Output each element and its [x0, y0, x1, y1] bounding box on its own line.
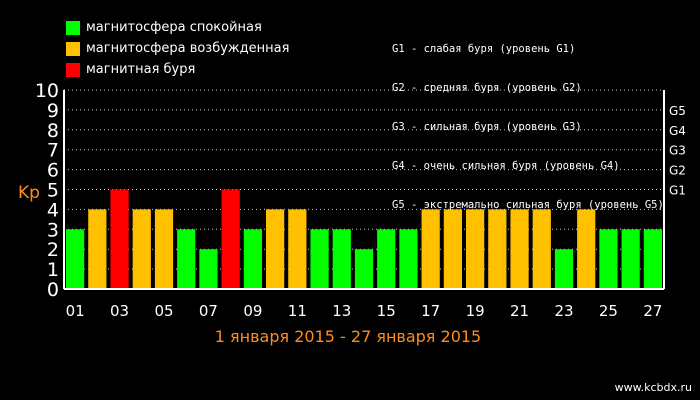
y-tick-label: 9	[47, 100, 59, 122]
bar	[354, 249, 374, 289]
bar	[577, 209, 596, 289]
x-tick-label: 03	[110, 302, 129, 320]
right-tick-label: G4	[669, 124, 686, 138]
x-tick-label: 23	[554, 302, 573, 320]
legend-label-active: магнитосфера возбужденная	[86, 41, 290, 56]
y-tick-label: 10	[35, 80, 59, 102]
bar	[532, 209, 551, 289]
right-tick-label: G2	[669, 164, 686, 178]
bar	[377, 229, 396, 289]
bar	[643, 229, 662, 289]
y-tick-label: 1	[47, 259, 59, 281]
storm-level-g5: G5 - экстремально сильная буря (уровень …	[392, 199, 664, 211]
legend-swatch-active	[66, 41, 80, 56]
bar	[154, 209, 174, 289]
y-tick-label: 6	[47, 160, 59, 182]
bar	[510, 209, 529, 289]
bar	[554, 249, 574, 289]
x-tick-label: 13	[332, 302, 351, 320]
x-tick-label: 05	[154, 302, 173, 320]
bar	[310, 229, 329, 289]
legend-item-storm: магнитная буря	[66, 59, 289, 80]
right-tick-label: G5	[669, 104, 686, 118]
y-tick-label: 5	[47, 180, 59, 202]
bar	[88, 209, 107, 289]
x-tick-label: 19	[466, 302, 485, 320]
x-tick-label: 25	[599, 302, 618, 320]
storm-level-g3: G3 - сильная буря (уровень G3)	[392, 121, 582, 133]
bar	[421, 209, 440, 289]
x-axis-label: 1 января 2015 - 27 января 2015	[215, 327, 481, 346]
bar	[488, 209, 507, 289]
legend-swatch-calm	[66, 20, 80, 35]
bar	[243, 229, 262, 289]
x-tick-label: 01	[66, 302, 85, 320]
storm-level-g4: G4 - очень сильная буря (уровень G4)	[392, 160, 620, 172]
y-tick-label: 4	[47, 199, 59, 221]
bar	[221, 189, 240, 289]
x-tick-label: 15	[377, 302, 396, 320]
bar	[132, 209, 151, 289]
x-tick-label: 07	[199, 302, 218, 320]
bar	[266, 209, 285, 289]
y-tick-label: 8	[47, 120, 59, 142]
y-axis-label: Kp	[18, 183, 40, 203]
legend-item-active: магнитосфера возбужденная	[66, 38, 289, 59]
right-tick-label: G3	[669, 144, 686, 158]
bar	[466, 209, 485, 289]
storm-level-g2: G2 - средняя буря (уровень G2)	[392, 82, 582, 94]
site-url[interactable]: www.kcbdx.ru	[614, 381, 692, 394]
legend-swatch-storm	[66, 62, 80, 77]
bar	[621, 229, 640, 289]
bar	[110, 189, 129, 289]
bar	[66, 229, 85, 289]
y-tick-label: 0	[47, 279, 59, 301]
bar	[177, 229, 196, 289]
legend-item-calm: магнитосфера спокойная	[66, 17, 289, 38]
y-tick-label: 7	[47, 140, 59, 162]
x-tick-label: 27	[643, 302, 662, 320]
y-tick-label: 2	[47, 239, 59, 261]
legend-label-storm: магнитная буря	[86, 62, 196, 77]
bar	[332, 229, 351, 289]
y-tick-label: 3	[47, 219, 59, 241]
bar	[599, 229, 618, 289]
x-tick-label: 17	[421, 302, 440, 320]
storm-levels-list: G1 - слабая буря (уровень G1) G2 - средн…	[392, 17, 664, 225]
bar	[443, 209, 462, 289]
bar	[199, 249, 218, 289]
legend-label-calm: магнитосфера спокойная	[86, 20, 262, 35]
x-tick-label: 11	[288, 302, 307, 320]
x-tick-label: 21	[510, 302, 529, 320]
storm-level-g1: G1 - слабая буря (уровень G1)	[392, 43, 576, 55]
bar	[288, 209, 307, 289]
x-tick-label: 09	[243, 302, 262, 320]
legend: магнитосфера спокойная магнитосфера возб…	[66, 17, 289, 80]
right-tick-label: G1	[669, 184, 686, 198]
bar	[399, 229, 418, 289]
